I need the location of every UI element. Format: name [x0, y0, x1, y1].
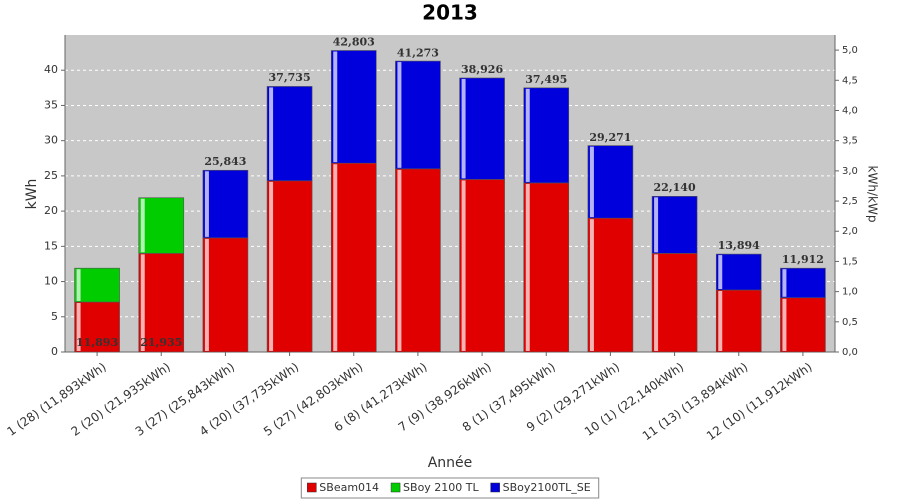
total-label: 37,735: [269, 71, 311, 84]
bar-segment: [715, 253, 762, 291]
y-tick-label: 40: [44, 63, 58, 76]
y2-tick-label: 1,5: [842, 256, 858, 267]
y2-tick-label: 3,5: [842, 136, 858, 147]
y-tick-label: 30: [44, 134, 58, 147]
bar-segment: [138, 197, 185, 254]
total-label: 25,843: [204, 155, 246, 168]
bar-segment: [523, 87, 570, 184]
bar-segment: [780, 267, 826, 299]
bar-segment: [202, 237, 249, 353]
y-tick-label: 20: [44, 204, 58, 217]
bar-highlight: [140, 198, 145, 253]
legend-label: SBoy2100TL_SE: [503, 481, 591, 494]
bar-segment: [523, 182, 570, 353]
bar-segment: [651, 253, 698, 353]
bar-highlight: [525, 183, 530, 351]
y-tick-label: 10: [44, 275, 58, 288]
y2-tick-label: 2,0: [842, 226, 858, 237]
x-axis-label: Année: [428, 455, 473, 471]
bar-highlight: [269, 87, 274, 180]
bar-highlight: [204, 171, 209, 237]
x-tick-label: 11 (13) (13,894kWh): [640, 360, 751, 443]
legend: SBeam014 SBoy 2100 TL SBoy2100TL_SE: [300, 477, 600, 499]
total-label: 13,894: [718, 239, 760, 252]
bar-segment: [459, 77, 505, 180]
bar-highlight: [589, 146, 594, 218]
y-tick-label: 5: [51, 310, 58, 323]
bar-highlight: [333, 51, 338, 163]
bar-highlight: [269, 181, 274, 351]
bar-segment: [330, 50, 377, 164]
bar-highlight: [397, 62, 402, 168]
bar-segment: [202, 169, 249, 239]
bar-highlight: [525, 88, 530, 182]
y2-tick-label: 5,0: [842, 45, 858, 56]
total-label: 42,803: [333, 35, 375, 48]
legend-swatch: [390, 482, 401, 493]
y-tick-label: 15: [44, 239, 58, 252]
y2-tick-label: 3,0: [842, 166, 858, 177]
total-label: 22,140: [654, 181, 696, 194]
total-label: 11,912: [782, 253, 824, 266]
bar-highlight: [333, 164, 338, 351]
total-label: 11,893: [76, 336, 118, 349]
y2-tick-label: 0,5: [842, 317, 858, 328]
total-label: 41,273: [397, 46, 439, 59]
bar-segment: [74, 301, 120, 353]
bar-segment: [266, 86, 313, 182]
y2-axis-label: kWh/kWp: [866, 166, 880, 223]
bar-segment: [330, 162, 377, 353]
y2-tick-label: 4,5: [842, 75, 858, 86]
bar-highlight: [782, 269, 787, 297]
bar-segment: [587, 145, 634, 219]
bar-segment: [651, 196, 698, 254]
bar-segment: [266, 180, 313, 353]
bar-highlight: [140, 254, 145, 351]
bar-highlight: [654, 254, 659, 351]
y-axis-label: kWh: [24, 179, 40, 210]
y2-tick-label: 4,0: [842, 105, 858, 116]
y2-tick-label: 1,0: [842, 287, 858, 298]
legend-label: SBoy 2100 TL: [403, 481, 479, 494]
bar-segment: [587, 217, 634, 353]
bar-highlight: [461, 180, 466, 351]
bar-segment: [459, 179, 505, 353]
y-tick-label: 25: [44, 169, 58, 182]
bar-highlight: [718, 255, 723, 290]
bar-highlight: [782, 298, 787, 351]
bar-highlight: [76, 302, 81, 351]
legend-swatch: [307, 482, 317, 493]
y-tick-label: 35: [44, 98, 58, 111]
chart-title: 2013: [422, 1, 478, 25]
legend-swatch: [490, 482, 500, 493]
y2-tick-label: 0,0: [842, 347, 858, 358]
total-label: 37,495: [525, 73, 567, 86]
y2-tick-label: 2,5: [842, 196, 858, 207]
bar-highlight: [718, 291, 723, 351]
bar-segment: [395, 168, 441, 353]
x-tick-label: 12 (10) (11,912kWh): [704, 360, 815, 443]
y-tick-label: 0: [51, 345, 58, 358]
total-label: 21,935: [140, 336, 182, 349]
total-label: 38,926: [461, 63, 503, 76]
bar-highlight: [76, 269, 81, 301]
bar-segment: [74, 267, 120, 303]
bar-segment: [715, 289, 762, 353]
plot-area: [65, 35, 835, 352]
legend-box: [300, 477, 600, 499]
total-label: 29,271: [589, 131, 631, 144]
bar-segment: [395, 60, 441, 170]
bar-highlight: [654, 197, 659, 253]
bar-segment: [780, 297, 826, 353]
legend-label: SBeam014: [319, 481, 379, 494]
bar-highlight: [461, 78, 466, 179]
bar-highlight: [397, 169, 402, 351]
bar-highlight: [204, 238, 209, 351]
bar-highlight: [589, 219, 594, 351]
